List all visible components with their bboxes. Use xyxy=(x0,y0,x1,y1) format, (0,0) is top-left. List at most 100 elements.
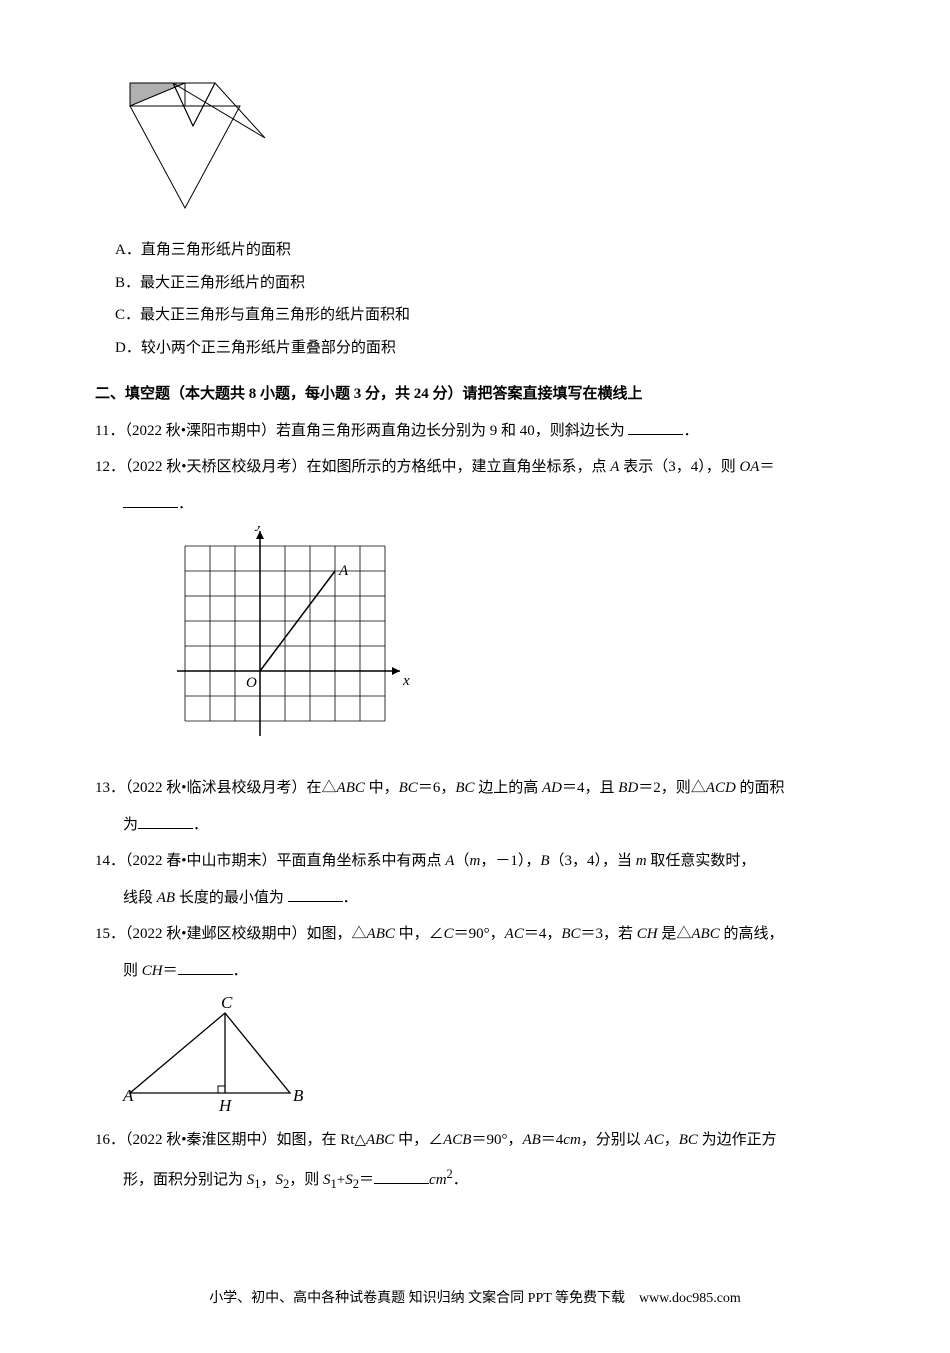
q14-m2: m xyxy=(636,853,647,869)
figure-grid: O Ax y xyxy=(155,526,855,766)
q15-end: ． xyxy=(233,963,248,979)
q14-t2: ，－1）， xyxy=(480,853,540,869)
q15-eq2: ＝4， xyxy=(524,926,562,942)
q16-S2b: S xyxy=(345,1172,353,1188)
q14-t3: 取任意实数时， xyxy=(647,853,756,869)
q15-CH2: CH xyxy=(142,963,163,979)
q13-blank xyxy=(138,813,193,829)
q13-BC: BC xyxy=(399,780,418,796)
tri-label-A: A xyxy=(122,1086,134,1105)
svg-text:x: x xyxy=(402,673,410,689)
q12-num: 12． xyxy=(95,459,125,475)
q11-blank xyxy=(628,419,683,435)
q16-t2: 中，∠ xyxy=(394,1132,443,1148)
option-d: D．较小两个正三角形纸片重叠部分的面积 xyxy=(115,334,855,363)
q15-C: C xyxy=(444,926,454,942)
question-11: 11．（2022 秋•溧阳市期中）若直角三角形两直角边长分别为 9 和 40，则… xyxy=(95,417,855,446)
option-b: B．最大正三角形纸片的面积 xyxy=(115,269,855,298)
q16-ABC: ABC xyxy=(366,1132,394,1148)
q16-eq2: ＝4 xyxy=(541,1132,564,1148)
q16-num: 16． xyxy=(95,1132,125,1148)
q13-ABC: ABC xyxy=(337,780,365,796)
q15-ABC2: ABC xyxy=(691,926,719,942)
q16-BC: BC xyxy=(679,1132,698,1148)
q16-line2: 形，面积分别记为 S1，S2，则 S1+S2＝cm2． xyxy=(123,1163,855,1197)
q16-t1: （2022 秋•秦淮区期中）如图，在 Rt△ xyxy=(125,1132,366,1148)
q13-BC2: BC xyxy=(455,780,474,796)
q15-l2b: ＝ xyxy=(163,963,178,979)
q16-l2a: 形，面积分别记为 xyxy=(123,1172,247,1188)
tri-label-H: H xyxy=(218,1096,233,1115)
svg-text:O: O xyxy=(246,675,257,691)
q14-m: m xyxy=(469,853,480,869)
q15-l2a: 则 xyxy=(123,963,142,979)
section-2-header: 二、填空题（本大题共 8 小题，每小题 3 分，共 24 分）请把答案直接填写在… xyxy=(95,380,855,409)
q15-CH: CH xyxy=(637,926,658,942)
q13-t2: 中， xyxy=(365,780,399,796)
q14-end: ． xyxy=(343,890,358,906)
q12-t2: 表示（3，4），则 xyxy=(619,459,739,475)
q13-t3: 边上的高 xyxy=(475,780,543,796)
q14-B: B xyxy=(540,853,549,869)
option-c: C．最大正三角形与直角三角形的纸片面积和 xyxy=(115,301,855,330)
option-a: A．直角三角形纸片的面积 xyxy=(115,236,855,265)
question-14: 14．（2022 春•中山市期末）平面直角坐标系中有两点 A（m，－1），B（3… xyxy=(95,847,855,876)
q14-line2: 线段 AB 长度的最小值为 ． xyxy=(123,884,855,913)
q14-l2a: 线段 xyxy=(123,890,157,906)
q12-end: ． xyxy=(178,496,193,512)
q13-end: ． xyxy=(193,817,208,833)
q16-t4: 为边作正方 xyxy=(698,1132,777,1148)
q13-BD: BD xyxy=(618,780,638,796)
q15-num: 15． xyxy=(95,926,125,942)
q16-cm: cm xyxy=(563,1132,581,1148)
q16-cm2: cm xyxy=(429,1172,447,1188)
q16-comma2: ， xyxy=(261,1172,276,1188)
q16-AC: AC xyxy=(645,1132,664,1148)
triangle-ch-svg: A B C H xyxy=(115,993,315,1118)
q15-eq1: ＝90°， xyxy=(454,926,505,942)
q14-blank xyxy=(288,886,343,902)
q13-t4: 的面积 xyxy=(736,780,785,796)
q14-num: 14． xyxy=(95,853,125,869)
question-12: 12．（2022 秋•天桥区校级月考）在如图所示的方格纸中，建立直角坐标系，点 … xyxy=(95,453,855,482)
q15-t2: 中，∠ xyxy=(395,926,444,942)
q16-eq1: ＝90°， xyxy=(471,1132,522,1148)
q15-t4: 的高线， xyxy=(720,926,784,942)
q11-text: （2022 秋•溧阳市期中）若直角三角形两直角边长分别为 9 和 40，则斜边长… xyxy=(124,423,628,439)
q16-t3: ，分别以 xyxy=(581,1132,645,1148)
grid-svg: O Ax y xyxy=(155,526,415,766)
q16-mid: ，则 xyxy=(289,1172,323,1188)
q12-blank xyxy=(123,492,178,508)
figure-triangle-ch: A B C H xyxy=(115,993,855,1118)
svg-text:A: A xyxy=(338,563,349,579)
q14-l2b: 长度的最小值为 xyxy=(175,890,288,906)
q13-line2: 为． xyxy=(123,811,855,840)
q14-AB: AB xyxy=(157,890,175,906)
q12-OA: OA xyxy=(739,459,759,475)
q12-eq: ＝ xyxy=(759,459,774,475)
q15-BC: BC xyxy=(561,926,580,942)
q15-eq3: ＝3，若 xyxy=(581,926,637,942)
q15-blank xyxy=(178,959,233,975)
q13-num: 13． xyxy=(95,780,125,796)
svg-text:y: y xyxy=(254,526,263,532)
q14-t1: （2022 春•中山市期末）平面直角坐标系中有两点 xyxy=(125,853,445,869)
triangles-svg xyxy=(115,78,295,228)
q16-plus: + xyxy=(337,1172,345,1188)
tri-label-C: C xyxy=(221,993,233,1012)
q15-t1: （2022 秋•建邺区校级期中）如图，△ xyxy=(125,926,367,942)
q16-S2: S xyxy=(276,1172,284,1188)
q13-eq2: ＝4，且 xyxy=(562,780,618,796)
page-footer: 小学、初中、高中各种试卷真题 知识归纳 文案合同 PPT 等免费下载 www.d… xyxy=(95,1286,855,1313)
q12-t1: （2022 秋•天桥区校级月考）在如图所示的方格纸中，建立直角坐标系，点 xyxy=(125,459,610,475)
q16-blank xyxy=(374,1168,429,1184)
q13-AD: AD xyxy=(542,780,562,796)
q14-p1: （ xyxy=(454,853,469,869)
q16-AB: AB xyxy=(522,1132,540,1148)
q13-t1: （2022 秋•临沭县校级月考）在△ xyxy=(125,780,337,796)
q13-eq1: ＝6， xyxy=(418,780,456,796)
q16-eq: ＝ xyxy=(359,1172,374,1188)
q13-ACD: ACD xyxy=(706,780,736,796)
q16-comma: ， xyxy=(664,1132,679,1148)
tri-label-B: B xyxy=(293,1086,304,1105)
